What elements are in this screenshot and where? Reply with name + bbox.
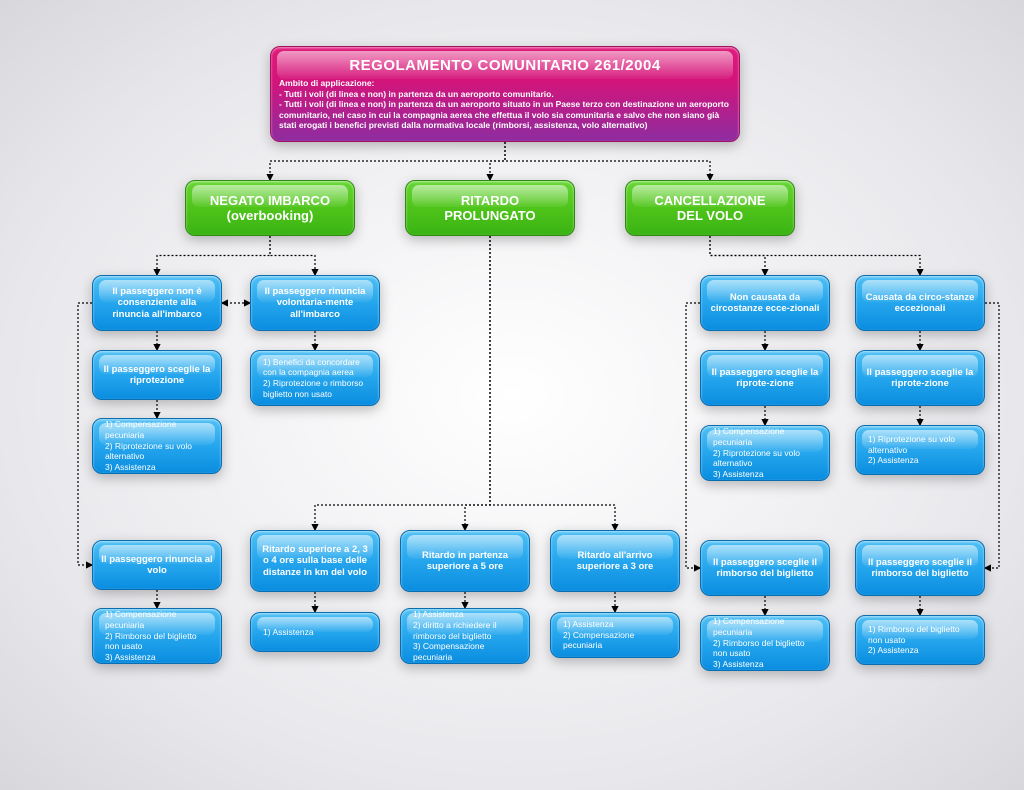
blue-b23: 1) Rimborso del biglietto non usato2) As… — [855, 615, 985, 665]
blue-b1: Il passeggero non è consenziente alla ri… — [92, 275, 222, 331]
blue-b15: Il passeggero sceglie la riprote-zione — [700, 350, 830, 406]
blue-b2: Il passeggero rinuncia volontaria-mente … — [250, 275, 380, 331]
green-ritardo: RITARDOPROLUNGATO — [405, 180, 575, 236]
blue-b4: Il passeggero sceglie la riprotezione — [92, 350, 222, 400]
blue-b14: Non causata da circostanze ecce-zionali — [700, 275, 830, 331]
blue-b19: Causata da circo-stanze eccezionali — [855, 275, 985, 331]
blue-b13: 1) Assistenza2) Compensazione pecuniaria — [550, 612, 680, 658]
blue-b7: 1) Compensazione pecuniaria2) Rimborso d… — [92, 608, 222, 664]
blue-b5: 1) Compensazione pecuniaria2) Riprotezio… — [92, 418, 222, 474]
blue-b12: Ritardo all'arrivo superiore a 3 ore — [550, 530, 680, 592]
green-negato: NEGATO IMBARCO(overbooking) — [185, 180, 355, 236]
blue-b17: Il passeggero sceglie il rimborso del bi… — [700, 540, 830, 596]
blue-b16: 1) Compensazione pecuniaria2) Riprotezio… — [700, 425, 830, 481]
blue-b10: Ritardo in partenza superiore a 5 ore — [400, 530, 530, 592]
green-cancel: CANCELLAZIONEDEL VOLO — [625, 180, 795, 236]
blue-b21: 1) Riprotezione su volo alternativo2) As… — [855, 425, 985, 475]
root-title: REGOLAMENTO COMUNITARIO 261/2004 — [349, 57, 660, 74]
blue-b6: Il passeggero rinuncia al volo — [92, 540, 222, 590]
blue-b18: 1) Compensazione pecuniaria2) Rimborso d… — [700, 615, 830, 671]
blue-b9: 1) Assistenza — [250, 612, 380, 652]
blue-b22: Il passeggero sceglie il rimborso del bi… — [855, 540, 985, 596]
blue-b3: 1) Benefici da concordare con la compagn… — [250, 350, 380, 406]
blue-b11: 1) Assistenza2) diritto a richiedere il … — [400, 608, 530, 664]
blue-b20: Il passeggero sceglie la riprote-zione — [855, 350, 985, 406]
blue-b8: Ritardo superiore a 2, 3 o 4 ore sulla b… — [250, 530, 380, 592]
root-node: REGOLAMENTO COMUNITARIO 261/2004 Ambito … — [270, 46, 740, 142]
root-subtitle: Ambito di applicazione: - Tutti i voli (… — [279, 78, 731, 131]
